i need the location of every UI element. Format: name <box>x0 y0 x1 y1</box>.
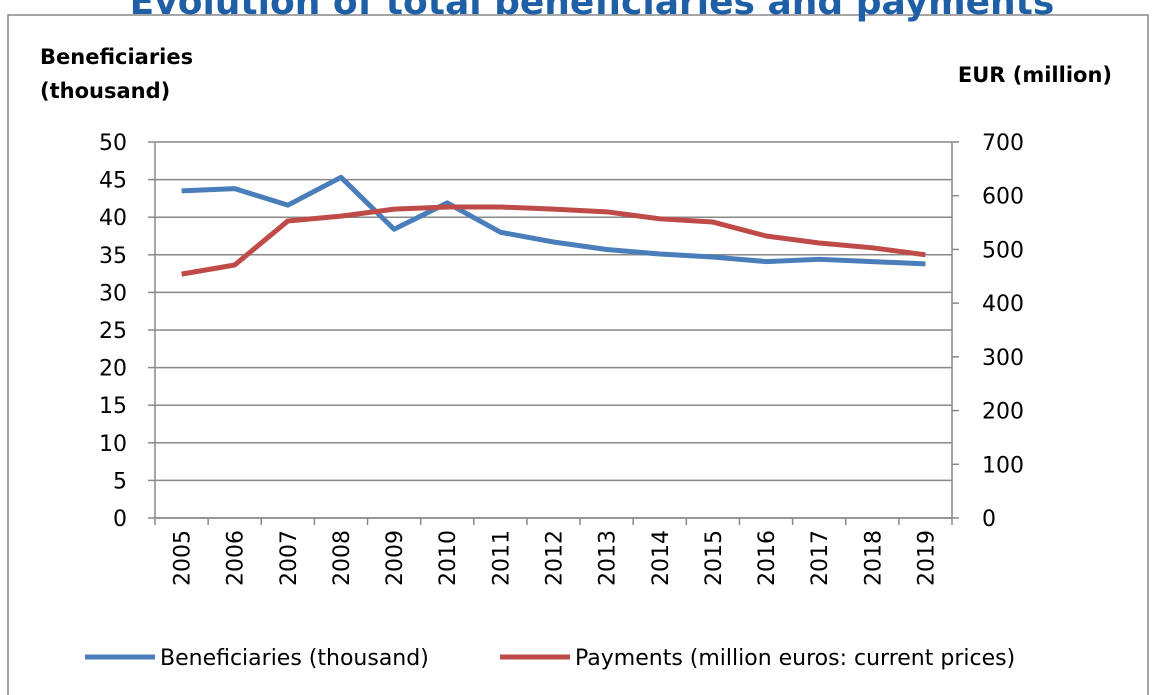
legend-label: Payments (million euros: current prices) <box>575 646 1015 671</box>
x-tick-label: 2014 <box>649 530 674 586</box>
y-tick-label: 45 <box>99 169 127 194</box>
y-tick-label: 40 <box>99 206 127 231</box>
y-tick-label: 10 <box>99 432 127 457</box>
x-tick-label: 2009 <box>383 530 408 586</box>
x-tick-label: 2007 <box>277 530 302 586</box>
y-tick-label: 25 <box>99 319 127 344</box>
y2-tick-label: 700 <box>982 131 1024 156</box>
y2-tick-label: 500 <box>982 238 1024 263</box>
y-tick-label: 20 <box>99 357 127 382</box>
y-tick-label: 0 <box>113 507 127 532</box>
y2-tick-label: 0 <box>982 507 996 532</box>
legend-label: Beneficiaries (thousand) <box>160 646 429 671</box>
chart-title: Evolution of total beneficiaries and pay… <box>130 0 1055 23</box>
y2-tick-label: 600 <box>982 185 1024 210</box>
y-tick-label: 30 <box>99 281 127 306</box>
series-line <box>181 174 926 267</box>
y-tick-label: 35 <box>99 244 127 269</box>
y-axis-label: Beneficiaries (thousand) <box>40 45 194 103</box>
x-tick-label: 2015 <box>702 530 727 586</box>
chart-border <box>7 14 1149 695</box>
x-tick-label: 2010 <box>436 530 461 586</box>
y-tick-label: 5 <box>113 469 127 494</box>
x-tick-label: 2005 <box>171 530 196 586</box>
x-tick-label: 2006 <box>224 530 249 586</box>
y2-tick-label: 300 <box>982 346 1024 371</box>
y2-tick-label: 100 <box>982 453 1024 478</box>
x-tick-label: 2011 <box>489 530 514 586</box>
x-tick-label: 2013 <box>596 530 621 586</box>
y-tick-label: 15 <box>99 394 127 419</box>
series-line <box>181 204 926 277</box>
x-tick-label: 2019 <box>914 530 939 586</box>
x-tick-label: 2016 <box>755 530 780 586</box>
x-tick-label: 2018 <box>861 530 886 586</box>
y2-tick-label: 200 <box>982 400 1024 425</box>
x-tick-label: 2012 <box>543 530 568 586</box>
y2-tick-label: 400 <box>982 292 1024 317</box>
y2-axis-label: EUR (million) <box>958 63 1112 87</box>
x-tick-label: 2017 <box>808 530 833 586</box>
y-tick-label: 50 <box>99 131 127 156</box>
x-tick-label: 2008 <box>330 530 355 586</box>
